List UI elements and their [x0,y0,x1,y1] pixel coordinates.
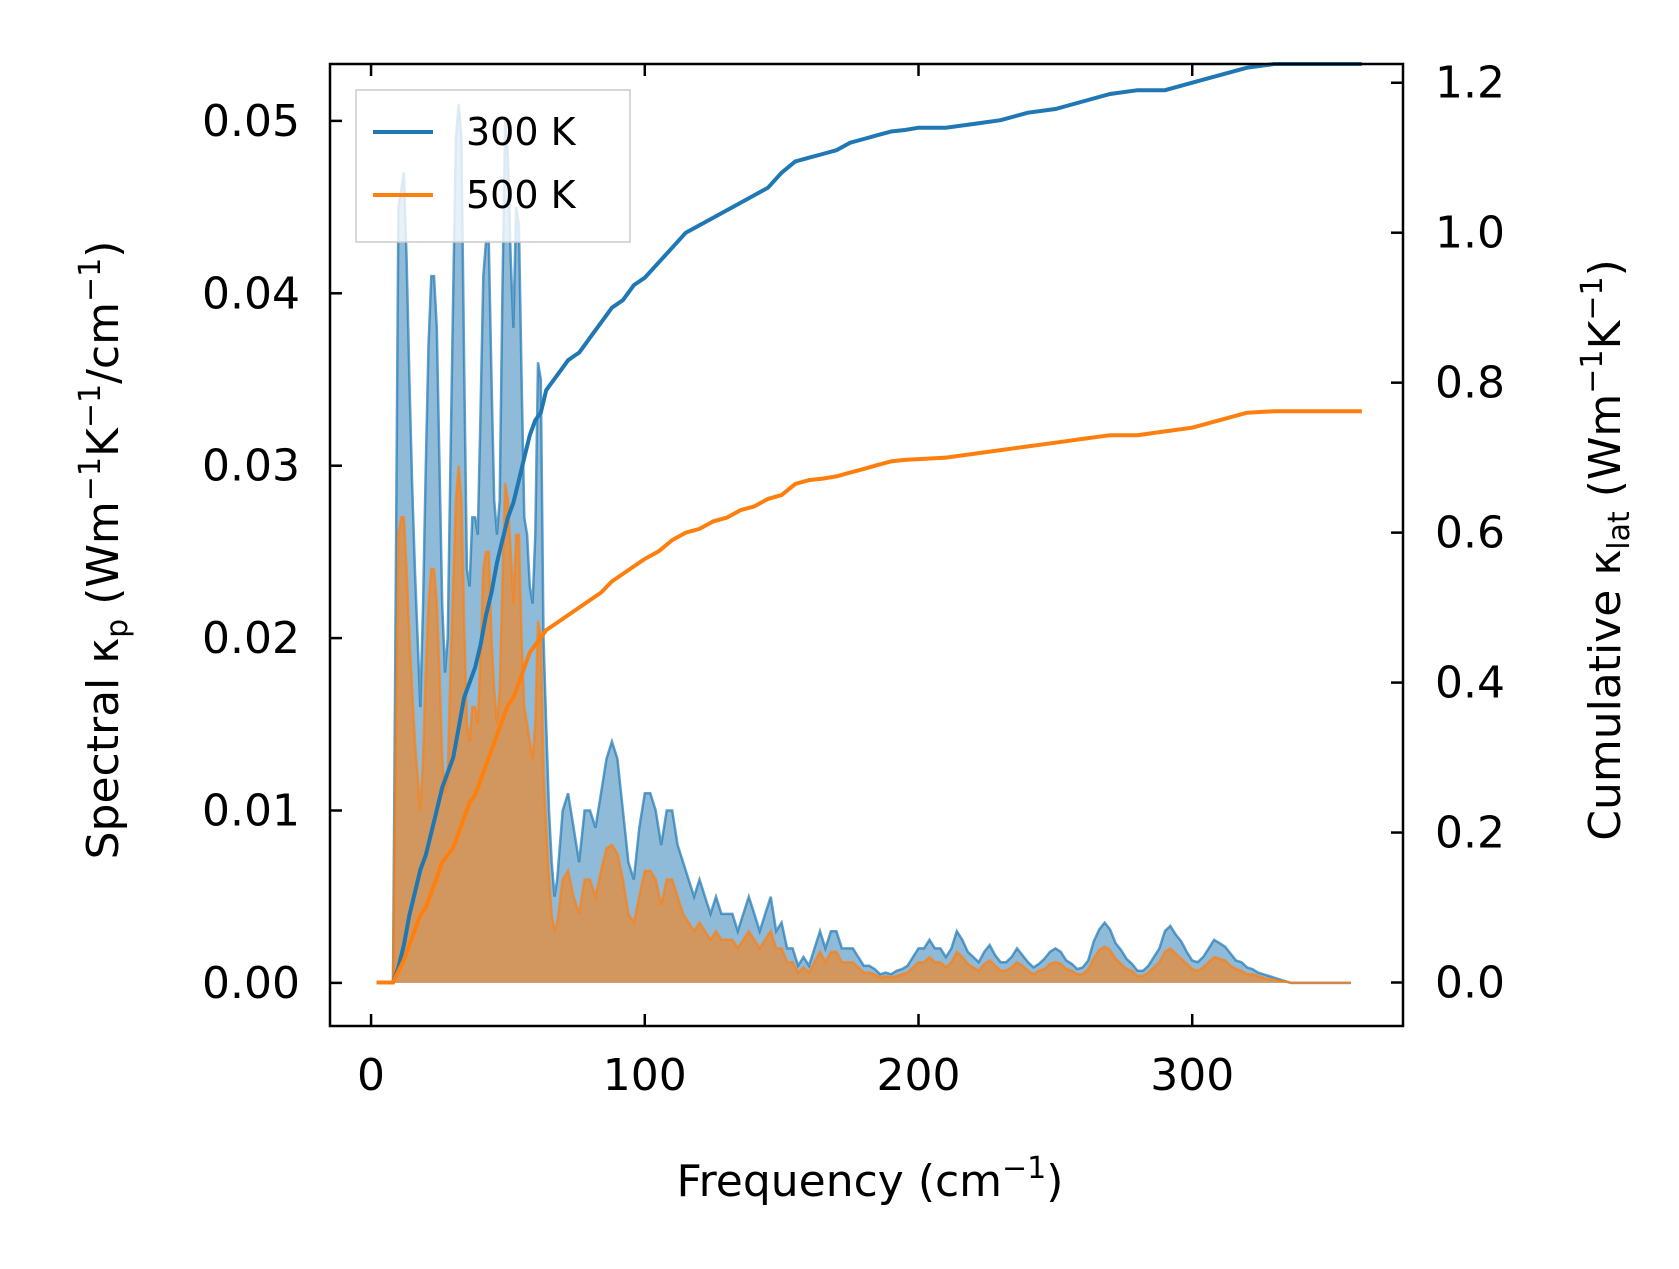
y-tick-label-left: 0.01 [202,785,300,836]
y-tick-label-left: 0.02 [202,613,300,664]
legend-box [355,89,631,243]
y-tick-label-right: 1.0 [1435,208,1505,259]
x-tick-label: 300 [1150,1050,1234,1101]
y-tick-label-left: 0.03 [202,441,300,492]
spectral-line-500k [376,465,1351,985]
y-axis-label-right: Cumulative κlat (Wm−1K−1) [1575,259,1637,841]
legend: 300 K 500 K [355,89,631,243]
y-tick-label-left: 0.05 [202,96,300,147]
cumulative-line-500k [376,409,1362,985]
x-tick-label: 200 [877,1050,961,1101]
y-tick-label-right: 1.2 [1435,58,1505,109]
legend-label-500k: 500 K [466,173,577,217]
x-tick-label: 0 [357,1050,385,1101]
axes-layer: 0 100 200 300 0.00 0.01 0.02 0.03 0.04 0.05 0.0 0.2… [202,58,1505,1101]
y-tick-label-right: 0.6 [1435,508,1505,559]
cumulative-line-300k [376,62,1362,985]
spectral-area-500k [376,465,1351,983]
y-tick-label-right: 0.8 [1435,358,1505,409]
axes-frame [328,62,1405,1028]
legend-label-300k: 300 K [466,110,577,154]
plot-layer [376,62,1362,985]
y-tick-label-right: 0.2 [1435,808,1505,859]
x-tick-label: 100 [603,1050,687,1101]
y-tick-label-right: 0.4 [1435,658,1505,709]
y-tick-label-right: 0.0 [1435,958,1505,1009]
spectral-line-300k [376,103,1351,985]
y-tick-label-left: 0.00 [202,958,300,1009]
y-tick-label-left: 0.04 [202,268,300,319]
y-axis-label-left: Spectral κp (Wm−1K−1/cm−1) [73,241,135,860]
x-axis-label: Frequency (cm−1) [677,1151,1064,1207]
